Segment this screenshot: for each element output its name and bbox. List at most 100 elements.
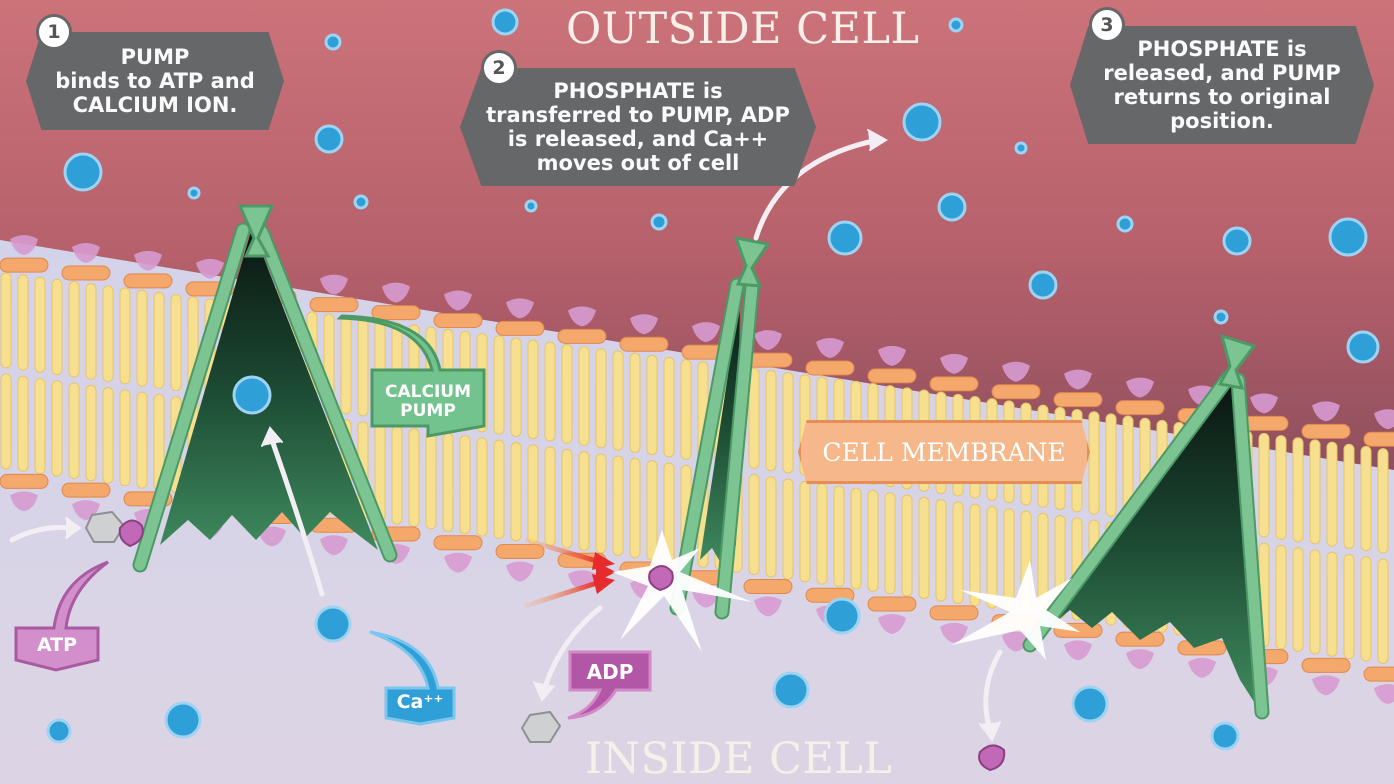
lipid-head xyxy=(867,596,917,612)
lipid-tail xyxy=(17,375,29,472)
lipid-tail xyxy=(1088,411,1100,515)
lipid-tail xyxy=(102,285,114,383)
lipid-tail xyxy=(136,289,148,387)
step-1-line-2: binds to ATP and xyxy=(55,69,255,93)
lipid-tail xyxy=(901,494,913,597)
membrane-protein xyxy=(444,552,472,573)
calcium-ion xyxy=(324,33,342,51)
lipid-tail xyxy=(816,483,828,585)
lipid-tail xyxy=(748,367,760,469)
membrane-protein xyxy=(1312,675,1340,696)
membrane-protein xyxy=(754,596,782,617)
lipid-tail xyxy=(833,485,845,588)
lipid-tail xyxy=(595,348,607,449)
membrane-protein xyxy=(444,290,472,311)
calcium-pump-label-line-1: CALCIUM xyxy=(385,382,471,402)
calcium-ions xyxy=(46,8,1380,751)
step-2-line-1: PHOSPHATE is xyxy=(553,79,723,103)
lipid-tail xyxy=(391,425,403,525)
step-1-callout: PUMP binds to ATP and CALCIUM ION. xyxy=(26,32,284,130)
lipid-tail xyxy=(765,476,777,578)
lipid-tail xyxy=(578,346,590,447)
lipid-head xyxy=(123,273,173,289)
membrane-protein xyxy=(320,274,348,295)
calcium-ion xyxy=(314,605,352,643)
lipid-tail xyxy=(1377,558,1389,664)
lipid-tail xyxy=(646,460,658,561)
lipid-head xyxy=(61,482,111,498)
lipid-tail xyxy=(34,377,46,475)
calcium-ion xyxy=(46,718,72,744)
lipid-tail xyxy=(0,272,12,369)
lipid-tail xyxy=(85,384,97,482)
lipid-tail xyxy=(51,278,63,376)
membrane-protein xyxy=(1374,409,1394,430)
lipid-head xyxy=(309,297,359,313)
membrane-protein xyxy=(10,235,38,256)
membrane-protein xyxy=(10,491,38,512)
membrane-protein xyxy=(1002,361,1030,382)
membrane-protein xyxy=(940,353,968,374)
membrane-protein xyxy=(878,614,906,635)
calcium-ion xyxy=(1028,270,1058,300)
lipid-head xyxy=(433,312,483,328)
lipid-head xyxy=(0,473,49,489)
lipid-head xyxy=(371,305,421,321)
lipid-tail xyxy=(459,435,471,535)
membrane-protein xyxy=(630,314,658,335)
lipid-tail xyxy=(1003,508,1015,612)
calcium-ion xyxy=(63,152,103,192)
outside-cell-area xyxy=(0,0,1394,470)
calcium-pump-label-line-2: PUMP xyxy=(400,401,456,421)
calcium-ion-label: Ca⁺⁺ xyxy=(396,691,444,713)
lipid-tail xyxy=(1292,547,1304,652)
lipid-tail xyxy=(850,487,862,590)
membrane-protein xyxy=(258,526,286,547)
phosphate-release-burst-1 xyxy=(612,530,752,652)
membrane-protein xyxy=(1188,657,1216,678)
membrane-protein xyxy=(568,306,596,327)
lipid-tail xyxy=(782,478,794,580)
membrane-protein xyxy=(1126,377,1154,398)
lipid-tail xyxy=(629,352,641,453)
lipid-tail xyxy=(1292,437,1304,543)
lipid-tail xyxy=(629,457,641,559)
lipid-tail xyxy=(510,337,522,437)
step-3-number: 3 xyxy=(1089,7,1125,43)
lipid-tail xyxy=(357,317,369,417)
lipid-tail xyxy=(969,503,981,607)
lipid-head xyxy=(1363,431,1394,447)
membrane-protein xyxy=(196,258,224,279)
lipid-tail xyxy=(782,372,794,474)
lipid-tail xyxy=(612,350,624,451)
membrane-protein xyxy=(72,242,100,263)
calcium-pump-3 xyxy=(1022,333,1270,720)
lipid-tail xyxy=(1309,439,1321,545)
inside-cell-title: INSIDE CELL xyxy=(585,734,893,784)
lipid-head xyxy=(805,360,855,376)
calcium-ion xyxy=(902,102,942,142)
lipid-tail xyxy=(952,501,964,604)
step-2-line-2: transferred to PUMP, ADP xyxy=(486,103,790,127)
step-3-line-3: returns to original xyxy=(1113,85,1331,109)
lipid-head xyxy=(991,384,1041,400)
calcium-label-shape xyxy=(369,630,456,726)
phosphate-release-burst-2 xyxy=(952,560,1080,660)
membrane-protein xyxy=(878,345,906,366)
calcium-ion xyxy=(1346,330,1380,364)
lipid-tail xyxy=(986,505,998,609)
calcium-ion xyxy=(1328,217,1368,257)
membrane-protein xyxy=(692,322,720,343)
lipid-tail xyxy=(1258,432,1270,538)
membrane-protein xyxy=(816,337,844,358)
lipid-tail xyxy=(663,356,675,458)
lipid-head xyxy=(61,265,111,281)
lipid-tail xyxy=(442,432,454,532)
membrane-protein xyxy=(1064,369,1092,390)
lipid-tail xyxy=(595,453,607,554)
calcium-pump-label-text: CALCIUM PUMP xyxy=(372,383,484,421)
lipid-head xyxy=(557,328,607,344)
membrane-protein xyxy=(1064,640,1092,661)
calcium-pump-label xyxy=(336,314,486,438)
lipid-head xyxy=(1301,657,1351,673)
